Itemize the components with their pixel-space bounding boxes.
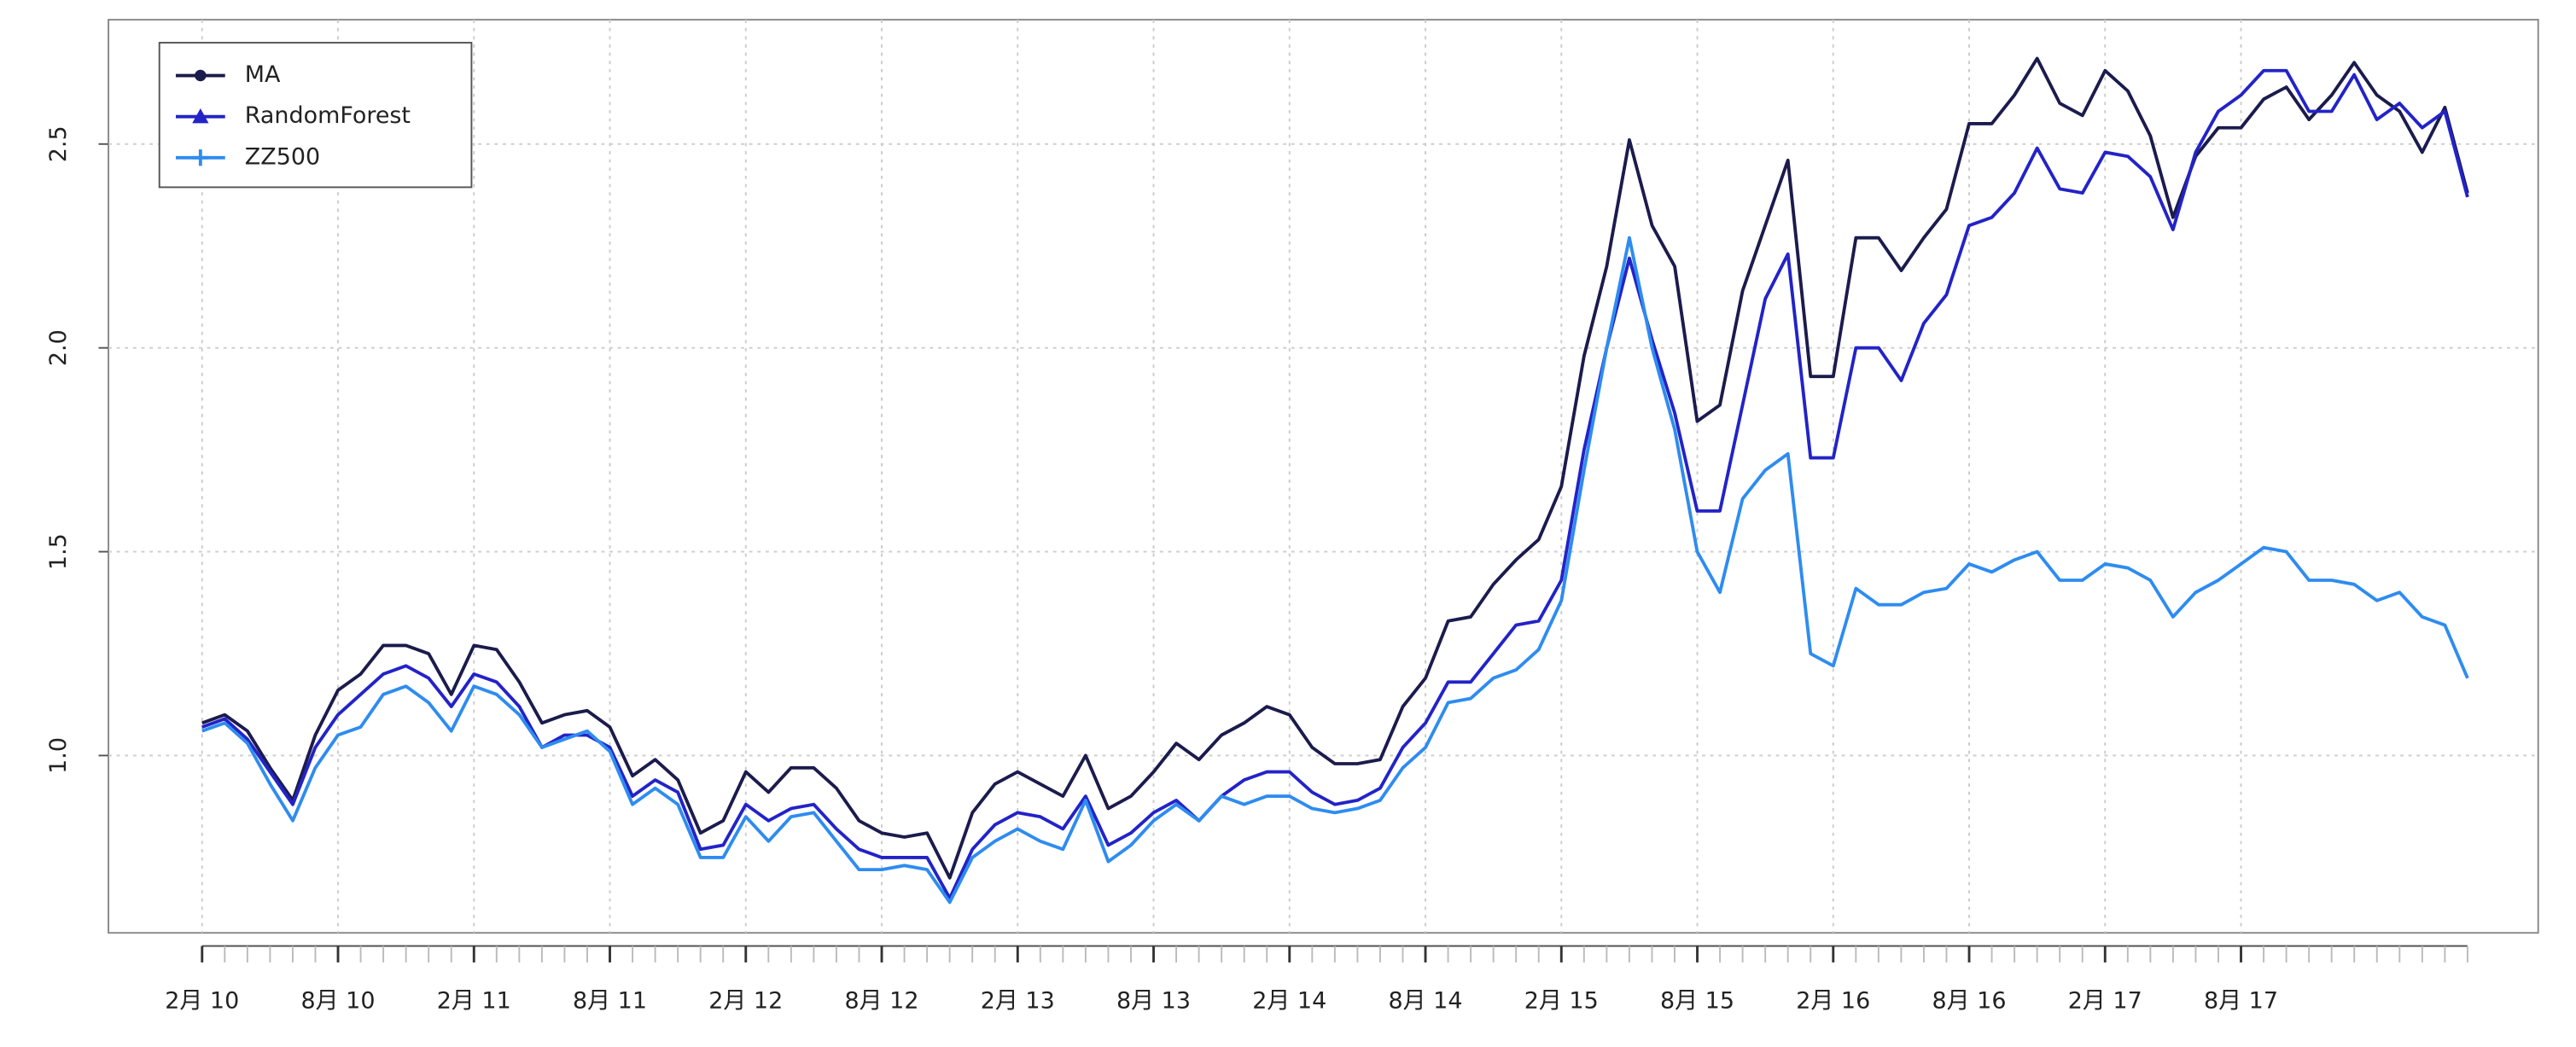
x-tick-label: 2月 11: [437, 988, 511, 1015]
x-tick-label: 8月 13: [1116, 988, 1191, 1015]
x-tick-label: 8月 12: [845, 988, 919, 1015]
x-tick-label: 8月 15: [1660, 988, 1734, 1015]
legend-label: ZZ500: [245, 143, 320, 170]
data-line: [201, 236, 2469, 904]
x-tick-label: 8月 10: [301, 988, 376, 1015]
x-tick-label: 2月 14: [1252, 988, 1326, 1015]
x-tick-label: 8月 14: [1389, 988, 1463, 1015]
y-tick-label: 2.0: [45, 329, 72, 366]
x-tick-label: 8月 16: [1932, 988, 2007, 1015]
legend-marker: [195, 69, 207, 82]
legend-marker: [192, 108, 209, 124]
data-line: [201, 68, 2469, 900]
x-tick-label: 8月 11: [573, 988, 647, 1015]
x-tick-label: 2月 12: [708, 988, 783, 1015]
x-tick-label: 2月 15: [1524, 988, 1599, 1015]
x-tick-label: 2月 13: [981, 988, 1055, 1015]
x-tick-label: 8月 17: [2204, 988, 2278, 1015]
legend-marker: [192, 149, 209, 166]
y-tick-label: 2.5: [45, 125, 72, 162]
legend-label: RandomForest: [245, 102, 411, 129]
data-line: [201, 56, 2469, 880]
x-tick-label: 2月 10: [165, 988, 239, 1015]
x-tick-label: 2月 17: [2068, 988, 2142, 1015]
y-tick-label: 1.0: [45, 737, 72, 774]
x-tick-label: 2月 16: [1796, 988, 1870, 1015]
plot-frame: [108, 19, 2539, 934]
y-tick-label: 1.5: [45, 533, 72, 570]
legend-label: MA: [245, 61, 281, 88]
